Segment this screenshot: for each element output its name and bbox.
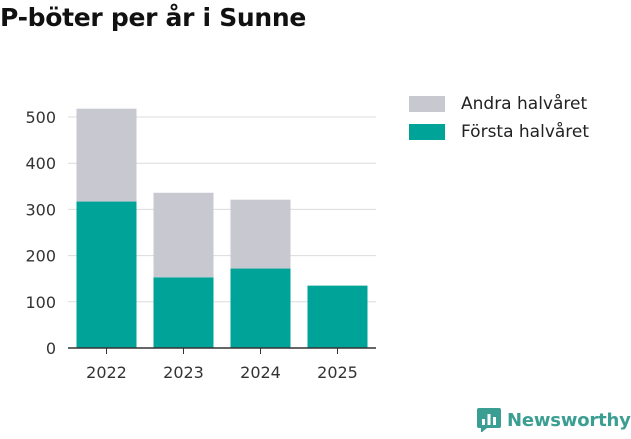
bars	[76, 108, 368, 348]
y-tick-label: 500	[25, 108, 56, 127]
brand-name: Newsworthy	[507, 409, 631, 431]
x-tick-label: 2022	[86, 363, 127, 382]
bar-first-half-2022	[76, 201, 137, 348]
brand-logo: Newsworthy	[477, 408, 631, 432]
bar-second-half-2022	[76, 108, 137, 202]
bar-second-half-2024	[230, 199, 291, 269]
chart-title: P-böter per år i Sunne	[0, 3, 307, 32]
legend-swatch-first-half	[409, 124, 445, 140]
newsworthy-logo-icon	[477, 408, 501, 432]
x-tick-label: 2025	[317, 363, 358, 382]
y-tick-label: 400	[25, 154, 56, 173]
legend: Andra halvåret Första halvåret	[409, 90, 589, 146]
bar-first-half-2025	[307, 285, 368, 348]
legend-label-second-half: Andra halvåret	[461, 94, 588, 114]
axes: 0 100 200 300 400 500 2022 2023 2024 2025	[25, 108, 376, 382]
bar-first-half-2023	[153, 277, 214, 348]
legend-item-first-half: Första halvåret	[409, 118, 589, 146]
y-tick-label: 100	[25, 293, 56, 312]
legend-item-second-half: Andra halvåret	[409, 90, 589, 118]
x-tick-label: 2024	[240, 363, 281, 382]
bar-first-half-2024	[230, 268, 291, 348]
bar-second-half-2023	[153, 192, 214, 278]
legend-swatch-second-half	[409, 96, 445, 112]
y-tick-label: 0	[46, 339, 56, 358]
x-tick-label: 2023	[163, 363, 204, 382]
y-tick-label: 200	[25, 247, 56, 266]
y-tick-label: 300	[25, 200, 56, 219]
legend-label-first-half: Första halvåret	[461, 122, 590, 142]
